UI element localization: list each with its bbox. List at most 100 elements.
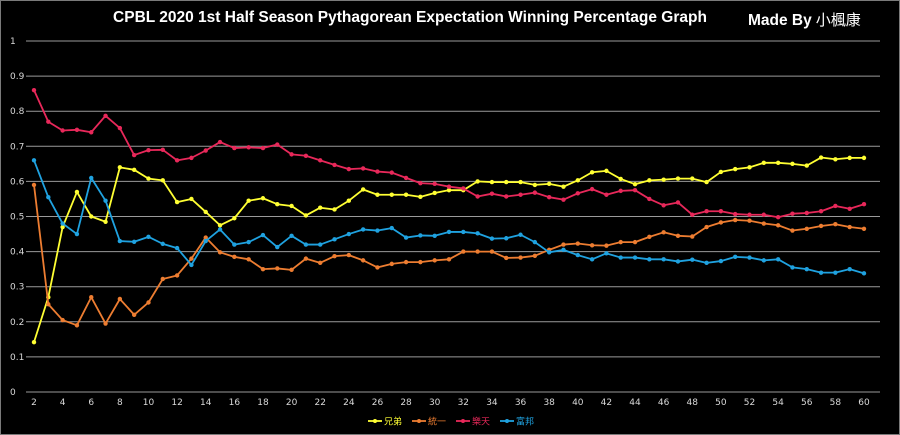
data-point [74, 323, 80, 328]
data-point [747, 165, 752, 170]
data-point [761, 212, 767, 217]
x-tick-label: 10 [143, 398, 155, 408]
data-point [532, 182, 538, 188]
legend-swatch-marker [373, 419, 377, 423]
data-point [46, 194, 51, 200]
data-point [833, 222, 838, 227]
y-tick-label: 0.1 [10, 353, 24, 363]
data-point [275, 266, 280, 271]
data-point [847, 155, 852, 161]
data-point [60, 317, 65, 323]
data-point [618, 255, 623, 260]
data-point [632, 187, 638, 193]
data-point [446, 229, 452, 235]
data-point [275, 142, 280, 147]
data-point [31, 339, 37, 345]
data-point [647, 178, 652, 183]
data-point [632, 239, 638, 245]
data-point [833, 270, 838, 275]
x-tick-label: 2 [31, 398, 37, 408]
data-point [518, 255, 523, 260]
legend-swatch-marker [461, 419, 465, 423]
data-point [690, 257, 695, 262]
data-point [46, 119, 51, 124]
data-point [217, 250, 223, 255]
x-tick-label: 20 [286, 398, 298, 408]
series-4 [31, 158, 867, 276]
data-point [432, 181, 437, 187]
legend-label: 統一 [428, 416, 446, 428]
data-point [604, 243, 609, 248]
data-point [31, 158, 37, 163]
data-point [446, 184, 452, 189]
data-point [89, 295, 94, 300]
data-point [818, 270, 824, 275]
data-point [575, 178, 580, 183]
data-point [303, 242, 309, 247]
y-tick-label: 0.6 [10, 177, 25, 187]
data-point [332, 207, 337, 212]
data-point [103, 198, 108, 203]
data-point [618, 188, 623, 194]
data-point [89, 175, 94, 181]
data-point [318, 242, 323, 247]
x-tick-label: 56 [801, 398, 813, 408]
data-point [260, 196, 266, 201]
data-point [303, 153, 309, 158]
data-point [675, 176, 681, 181]
data-point [818, 223, 824, 229]
data-point [446, 257, 452, 262]
data-point [704, 224, 709, 230]
data-point [761, 160, 767, 165]
data-point [747, 212, 752, 217]
data-point [532, 253, 538, 259]
data-point [131, 152, 137, 158]
data-point [74, 231, 80, 237]
data-point [332, 162, 337, 168]
data-point [647, 234, 652, 240]
data-point [504, 255, 509, 261]
x-tick-label: 8 [117, 398, 123, 408]
data-point [232, 216, 237, 221]
data-point [704, 179, 709, 185]
data-point [504, 194, 509, 199]
data-point [833, 203, 838, 209]
data-point [775, 215, 781, 220]
data-point [346, 252, 352, 258]
data-point [403, 192, 409, 197]
data-point [561, 247, 566, 253]
x-tick-label: 38 [543, 398, 555, 408]
data-point [561, 197, 566, 202]
x-tick-label: 18 [257, 398, 269, 408]
data-point [604, 251, 609, 256]
data-point [318, 205, 323, 210]
data-point [303, 213, 309, 218]
data-point [318, 260, 323, 266]
data-point [747, 255, 752, 260]
x-tick-label: 60 [858, 398, 870, 408]
legend: 兄弟 統一 樂天 富邦 [368, 416, 534, 428]
data-point [518, 192, 523, 197]
x-tick-label: 46 [658, 398, 670, 408]
data-point [74, 127, 80, 133]
x-tick-label: 28 [400, 398, 412, 408]
data-point [189, 155, 194, 161]
data-point [833, 157, 838, 162]
data-point [318, 158, 323, 163]
data-point [146, 234, 151, 240]
data-point [761, 258, 767, 263]
data-point [461, 249, 466, 254]
data-point [489, 236, 495, 241]
data-point [289, 233, 294, 239]
data-point [733, 211, 738, 217]
legend-item: 富邦 [500, 416, 534, 428]
legend-label: 富邦 [516, 416, 534, 428]
series-lines [31, 87, 867, 345]
y-tick-label: 0.2 [10, 318, 24, 328]
data-point [461, 229, 466, 235]
data-point [232, 254, 237, 260]
data-point [647, 257, 652, 262]
data-point [203, 209, 208, 215]
x-tick-label: 26 [372, 398, 384, 408]
data-point [332, 237, 337, 242]
